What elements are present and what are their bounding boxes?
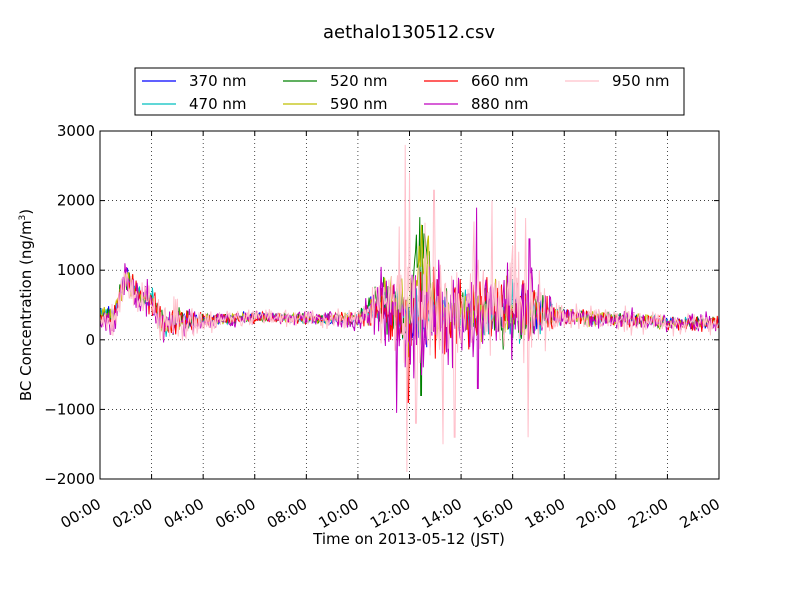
y-axis-label-close: ) (17, 209, 35, 215)
legend-label: 470 nm (189, 95, 247, 113)
y-axis-label-main: BC Concentration (ng/m (17, 220, 35, 401)
y-tick-label: −2000 (44, 470, 95, 488)
y-axis-label-superscript: 3 (18, 215, 28, 221)
legend-label: 950 nm (612, 72, 670, 90)
legend-label: 590 nm (330, 95, 388, 113)
y-tick-label: 2000 (57, 192, 95, 210)
legend-label: 880 nm (471, 95, 529, 113)
y-tick-label: 3000 (57, 122, 95, 140)
y-axis-label: BC Concentration (ng/m3) (17, 209, 35, 401)
legend-label: 520 nm (330, 72, 388, 90)
legend-label: 660 nm (471, 72, 529, 90)
y-tick-label: 1000 (57, 261, 95, 279)
y-tick-label: −1000 (44, 400, 95, 418)
legend: 370 nm 470 nm 520 nm 590 nm 660 nm 880 nm 950 … (134, 67, 685, 116)
legend-label: 370 nm (189, 72, 247, 90)
chart-title: aethalo130512.csv (323, 22, 495, 43)
x-axis-label: Time on 2013-05-12 (JST) (312, 530, 505, 548)
y-tick-label: 0 (85, 331, 95, 349)
legend-box (134, 67, 685, 116)
series-line-950-nm (100, 144, 719, 473)
series-lines (100, 144, 719, 473)
